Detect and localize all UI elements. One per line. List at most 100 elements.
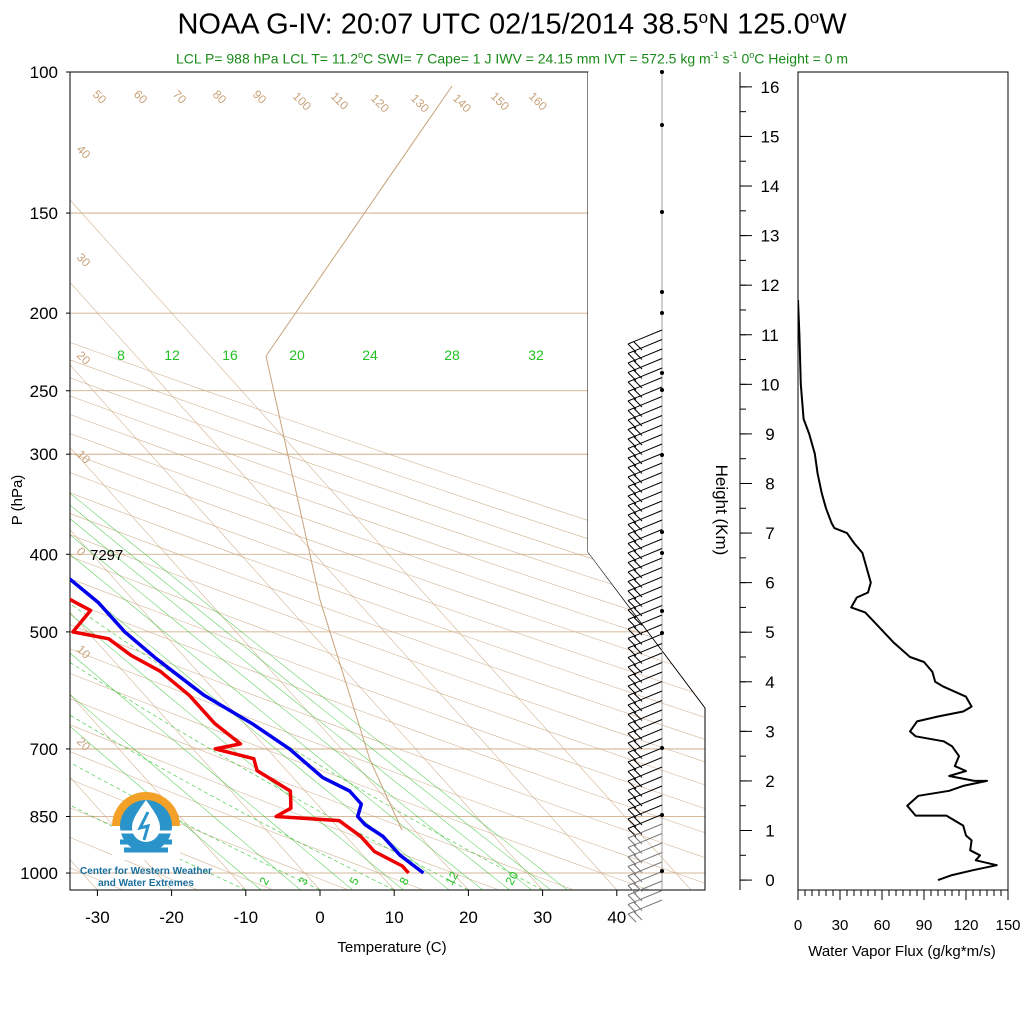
isotherm-line [70, 446, 469, 890]
mixing-ratio-line [70, 504, 551, 890]
barb-flag [633, 911, 643, 921]
barb-flag [633, 636, 643, 645]
barb-staff [627, 367, 663, 383]
dry-adiabat-label: 0 [74, 544, 89, 559]
mixing-ratio-label: 32 [528, 347, 544, 363]
barb-flag [633, 788, 643, 797]
barb-flag [633, 702, 643, 712]
mixing-ratio-label: 16 [222, 347, 238, 363]
barb-staff [627, 766, 663, 782]
isotherm-label: 110 [328, 89, 352, 113]
cw3e-logo-mark [112, 792, 180, 860]
barb-flag [633, 655, 643, 664]
pressure-tick-label: 400 [30, 545, 58, 564]
isotherm-label: 50 [90, 87, 110, 107]
mixing-ratio-line [70, 534, 510, 890]
dry-adiabat [70, 578, 705, 809]
wind-calm-marker [660, 70, 664, 74]
moist-adiabat [70, 603, 543, 890]
barb-flag [633, 759, 643, 769]
pressure-tick-label: 850 [30, 807, 58, 826]
height-tick-label: 14 [761, 177, 780, 196]
barb-flag [633, 693, 643, 702]
barb-staff [627, 776, 663, 791]
flux-x-tick-label: 150 [995, 917, 1020, 934]
barb-flag [633, 902, 643, 911]
dry-adiabat [70, 472, 705, 697]
mixing-ratio-label: 12 [164, 347, 180, 363]
mixing-ratio-lower-label: 12 [442, 869, 461, 888]
barb-staff [627, 842, 663, 858]
mixing-ratio-lower-label: 8 [396, 874, 412, 887]
isotherm-line [70, 611, 321, 890]
dry-adiabat [70, 600, 705, 834]
degree-symbol: o [809, 8, 820, 27]
barb-flag [627, 913, 637, 923]
skew-frame [69, 71, 706, 891]
barb-staff [627, 785, 663, 801]
flux-x-tick-label: 90 [916, 917, 933, 934]
pressure-tick-label: 150 [30, 204, 58, 223]
temperature-line [70, 597, 410, 875]
wind-barb [627, 852, 663, 875]
annotation-label: 7297 [90, 547, 123, 564]
barb-staff [627, 795, 663, 810]
wind-barbs [627, 70, 664, 923]
wind-barb [627, 728, 663, 752]
height-tick-label: 5 [765, 623, 774, 642]
dry-adiabat [70, 452, 705, 676]
barb-staff [627, 690, 663, 706]
barb-flag [633, 769, 643, 778]
wind-calm-marker [660, 290, 664, 294]
isotherm-line [70, 281, 618, 890]
mixing-ratio-line [70, 694, 301, 890]
dry-adiabat [70, 556, 705, 786]
barb-staff [627, 424, 663, 440]
pressure-tick-label: 100 [30, 63, 58, 82]
barb-staff [627, 890, 663, 905]
dry-adiabat-label: 20 [74, 348, 94, 368]
mixing-ratio-line [70, 518, 532, 890]
dry-adiabat-label: 10 [74, 447, 94, 467]
dry-adiabat [70, 698, 575, 890]
barb-staff [627, 491, 663, 506]
isotherm-label: 100 [290, 89, 314, 113]
wind-barb [627, 671, 663, 695]
dry-adiabat [70, 837, 199, 890]
mixing-ratio-label: 28 [444, 347, 460, 363]
wind-calm-marker [660, 210, 664, 214]
temperature-tick-label: -10 [234, 908, 259, 927]
barb-staff [627, 538, 663, 554]
barb-staff [627, 652, 663, 668]
dry-adiabat [70, 673, 650, 890]
y-axis-label: P (hPa) [9, 475, 26, 526]
barb-flag [633, 873, 643, 883]
isotherm-label: 160 [526, 89, 550, 113]
barb-staff [627, 453, 663, 468]
barb-flag [633, 750, 643, 759]
pressure-tick-label: 500 [30, 623, 58, 642]
barb-staff [627, 434, 663, 449]
mixing-ratio-label: 24 [362, 347, 378, 363]
mixing-ratio-label: 20 [289, 347, 305, 363]
flux-x-tick-label: 60 [874, 917, 891, 934]
isotherm-label: 80 [210, 87, 230, 107]
barb-staff [627, 510, 663, 525]
barb-staff [627, 405, 663, 421]
barb-staff [627, 567, 663, 582]
barb-staff [627, 852, 663, 867]
wind-barb [627, 681, 663, 704]
barb-staff [627, 814, 663, 829]
barb-flag [633, 712, 643, 721]
barb-staff [627, 719, 663, 734]
wind-barb [627, 842, 663, 866]
barb-staff [627, 823, 663, 839]
temperature-tick-label: 40 [607, 908, 626, 927]
dry-adiabat [70, 534, 705, 763]
temperature-tick-label: 0 [315, 908, 324, 927]
barb-staff [627, 899, 663, 915]
pressure-tick-label: 700 [30, 740, 58, 759]
dry-adiabat [70, 341, 705, 559]
